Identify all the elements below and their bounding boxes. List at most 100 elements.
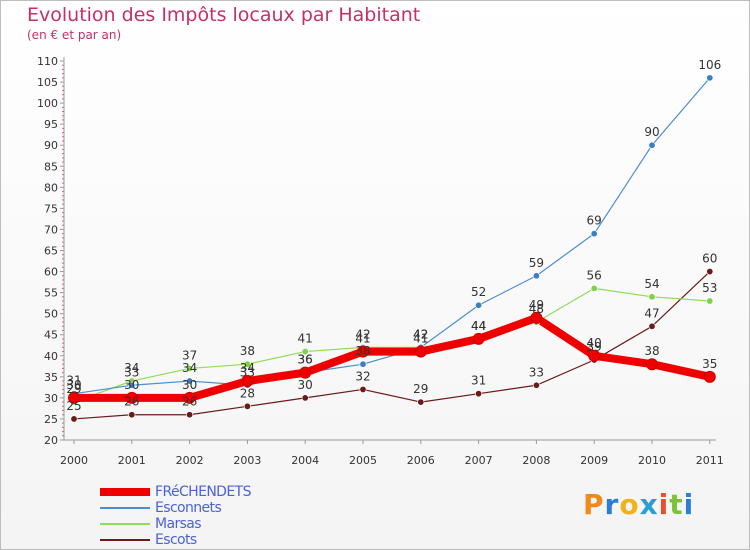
y-tick-label: 50 (44, 308, 58, 321)
data-label: 30 (298, 378, 313, 392)
x-tick-label: 2000 (60, 454, 88, 467)
legend-label: FRéCHENDETS (155, 484, 251, 500)
data-point (475, 390, 483, 398)
data-label: 29 (413, 382, 428, 396)
data-label: 33 (240, 365, 255, 379)
data-point (359, 360, 367, 368)
data-label: 25 (66, 399, 81, 413)
data-point (186, 411, 194, 419)
y-tick-label: 20 (44, 434, 58, 447)
data-point (706, 297, 714, 305)
data-label: 37 (182, 348, 197, 362)
y-tick-label: 105 (37, 76, 58, 89)
data-point (706, 268, 714, 276)
x-tick-label: 2005 (349, 454, 377, 467)
data-point (359, 385, 367, 393)
x-tick-label: 2004 (291, 454, 319, 467)
legend-swatch (100, 488, 150, 496)
data-point (532, 272, 540, 280)
data-label: 40 (587, 336, 602, 350)
legend-label: Marsas (155, 516, 202, 532)
data-point (648, 322, 656, 330)
y-tick-label: 95 (44, 118, 58, 131)
x-tick-label: 2010 (638, 454, 666, 467)
logo-letter: x (639, 488, 659, 521)
data-label: 28 (240, 386, 255, 400)
data-label: 106 (698, 58, 721, 72)
data-label: 34 (240, 361, 255, 375)
legend-swatch (100, 507, 150, 509)
data-label: 31 (471, 374, 486, 388)
y-tick-label: 45 (44, 329, 58, 342)
data-point (301, 348, 309, 356)
data-label: 32 (355, 369, 370, 383)
data-label: 44 (471, 319, 486, 333)
y-tick-label: 90 (44, 139, 58, 152)
data-point (243, 360, 251, 368)
data-point (703, 370, 716, 383)
y-tick-label: 55 (44, 287, 58, 300)
y-tick-label: 30 (44, 392, 58, 405)
legend-label: Esconnets (155, 500, 222, 516)
legend-swatch (100, 523, 150, 525)
data-point (414, 345, 427, 358)
x-tick-label: 2007 (465, 454, 493, 467)
data-label: 60 (702, 252, 717, 266)
data-label: 41 (413, 332, 428, 346)
data-label: 42 (413, 327, 428, 341)
data-label: 48 (529, 302, 544, 316)
y-tick-label: 100 (37, 97, 58, 110)
data-label: 30 (66, 378, 81, 392)
data-point (125, 391, 138, 404)
data-label: 53 (702, 281, 717, 295)
data-label: 31 (66, 374, 81, 388)
data-label: 56 (587, 268, 602, 282)
data-point (299, 366, 312, 379)
data-point (68, 391, 80, 404)
data-point (532, 381, 540, 389)
data-label: 30 (182, 378, 197, 392)
data-point (590, 284, 598, 292)
series-line-fréchendets (74, 313, 711, 402)
data-label: 39 (587, 340, 602, 354)
data-point (530, 311, 543, 324)
data-point (128, 411, 136, 419)
x-tick-label: 2001 (118, 454, 146, 467)
y-tick-label: 110 (37, 55, 58, 68)
y-tick-label: 70 (44, 223, 58, 236)
y-tick-label: 80 (44, 181, 58, 194)
data-label: 52 (471, 285, 486, 299)
data-label: 35 (702, 357, 717, 371)
x-tick-label: 2003 (233, 454, 261, 467)
data-label: 34 (182, 361, 197, 375)
data-point (706, 74, 714, 82)
data-point (648, 293, 656, 301)
logo-letter: P (583, 488, 605, 521)
logo-letter: i (658, 488, 670, 521)
x-tick-label: 2009 (580, 454, 608, 467)
data-label: 29 (66, 382, 81, 396)
data-label: 42 (355, 327, 370, 341)
data-label: 59 (529, 256, 544, 270)
data-point (183, 391, 196, 404)
y-tick-label: 25 (44, 413, 58, 426)
logo-letter: r (604, 488, 620, 521)
data-point (646, 358, 658, 371)
data-label: 26 (124, 395, 139, 409)
chart-title: Evolution des Impôts locaux par Habitant (27, 4, 421, 26)
data-label: 41 (355, 332, 370, 346)
data-point (475, 301, 483, 309)
y-tick-label: 85 (44, 160, 58, 173)
data-point (70, 415, 78, 423)
x-tick-label: 2002 (176, 454, 204, 467)
data-point (648, 141, 656, 149)
data-label: 38 (644, 344, 659, 358)
legend-swatch (100, 539, 150, 541)
y-tick-label: 75 (44, 202, 58, 215)
x-tick-label: 2011 (696, 454, 724, 467)
chart-subtitle: (en € et par an) (27, 28, 122, 42)
logo-letter: o (619, 488, 640, 521)
data-label: 41 (298, 332, 313, 346)
series-line-esconnets (73, 77, 711, 395)
x-tick-label: 2006 (407, 454, 435, 467)
